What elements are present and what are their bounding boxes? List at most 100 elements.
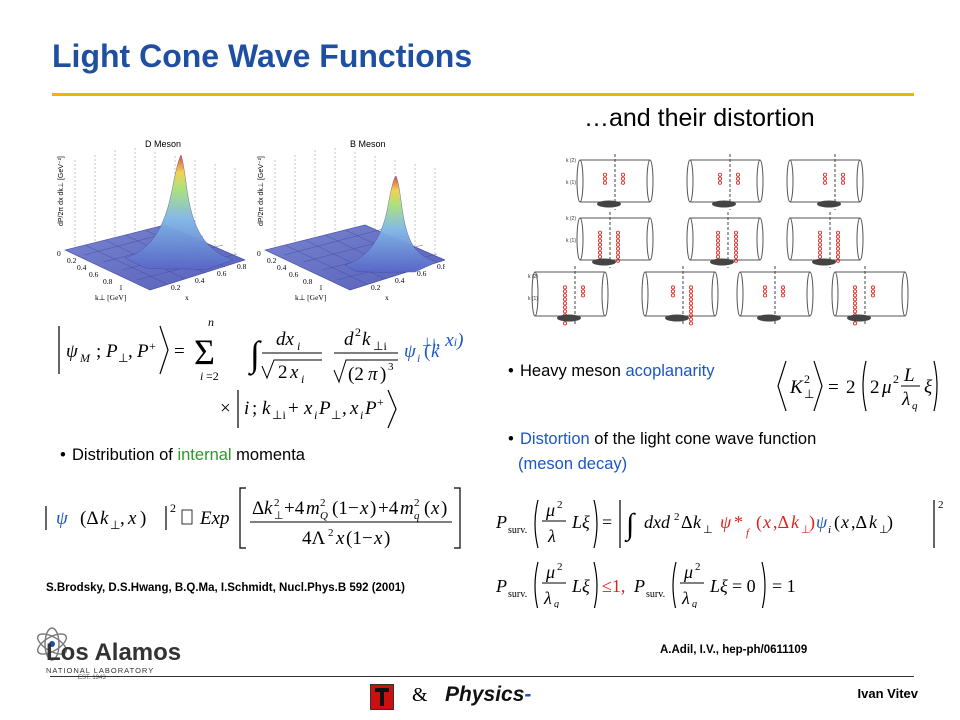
svg-text:dxd: dxd [644,512,671,532]
svg-text:surv.: surv. [508,525,527,536]
svg-text:⊥: ⊥ [118,351,128,365]
svg-text:⊥: ⊥ [801,524,811,536]
svg-text:i: i [244,398,249,419]
svg-text:(: ( [756,512,762,533]
svg-text:q: q [692,599,697,608]
svg-text:;: ; [96,341,101,362]
svg-text:2: 2 [804,372,810,386]
svg-text:d: d [344,329,354,350]
svg-text:K: K [789,377,804,398]
svg-text:): ) [441,498,447,519]
svg-text:): ) [370,498,376,519]
footer-rule [50,676,914,677]
svg-text:−: − [362,528,373,549]
d-meson-title: D Meson [145,139,181,149]
svg-text:μ: μ [545,562,555,582]
svg-text:m: m [400,498,414,519]
svg-text:k: k [262,398,271,419]
svg-text:⊥: ⊥ [110,518,120,532]
svg-text:∫: ∫ [248,334,262,376]
b-meson-plot: B Meson dP/2π dx dk⊥ [GeV⁻²] 0 0.2 0.4 0… [257,139,445,302]
svg-text:(2: (2 [348,364,364,385]
svg-text:L: L [903,365,915,386]
svg-text:x: x [335,528,345,549]
svg-text:x: x [373,528,383,549]
svg-text:−: − [348,498,359,519]
svg-text:2: 2 [328,527,334,539]
diagram-cell [576,154,654,210]
svg-text:0.2: 0.2 [267,256,277,265]
b-meson-z-label: dP/2π dx dk⊥ [GeV⁻²] [258,156,265,226]
bullet-acoplanarity: • Heavy meson acoplanarity [508,362,715,380]
svg-text:,: , [120,508,125,529]
svg-text:2: 2 [846,377,856,398]
svg-text:=: = [174,341,185,362]
wavefunction-plots: D Meson dP/2π dx dk⊥ [GeV⁻²] 0 0.2 0.4 0… [57,139,445,302]
svg-text:3: 3 [388,361,394,373]
diagram-cell [686,212,764,268]
svg-text:2: 2 [320,497,326,509]
svg-text:(1: (1 [346,528,362,549]
svg-text:0: 0 [257,249,261,258]
d-meson-z-label: dP/2π dx dk⊥ [GeV⁻²] [58,156,65,226]
diagram-cell [686,154,764,210]
svg-text:Σ: Σ [194,332,215,372]
svg-text:2: 2 [870,377,880,398]
svg-text:f: f [746,527,751,539]
svg-text:Lξ: Lξ [709,576,728,596]
svg-text:i: i [301,372,304,386]
lcwf-equation-tail: ⊥i, xi) [422,330,464,351]
svg-text:x: x [289,362,299,383]
svg-text:(: ( [424,341,430,362]
svg-text:2: 2 [557,561,563,573]
svg-text:x: x [359,498,369,519]
svg-text:k: k [869,512,878,532]
svg-text:0.2: 0.2 [371,283,381,292]
svg-text:λ: λ [543,588,552,608]
svg-text:,Δ: ,Δ [773,512,789,532]
svg-text:+4: +4 [378,498,399,519]
svg-text:k: k [362,329,371,350]
distortion-diagrams: k (2) k (1) k (2) k (1) k (2) k (1) [528,154,909,326]
diagram-row-label: k (1) [528,296,538,302]
svg-text:0.2: 0.2 [67,256,77,265]
svg-text:ψ: ψ [816,512,828,532]
diagram-cell [576,212,654,268]
svg-text:⊥: ⊥ [879,524,889,536]
svg-text:): ) [809,512,815,533]
svg-text:n: n [208,315,214,329]
svg-text:(Δ: (Δ [80,508,99,529]
bullet-distortion: • Distortion of the light cone wave funct… [508,430,817,448]
svg-text:P: P [136,341,149,362]
svg-text:0.6: 0.6 [217,269,227,278]
svg-text:2: 2 [355,325,361,339]
los-alamos-logo: Los Alamos NATIONAL LABORATORY [37,627,181,675]
svg-text:x: x [303,398,313,419]
svg-text:0.6: 0.6 [417,269,427,278]
svg-text:λ: λ [547,526,556,546]
svg-text:x: x [385,293,389,302]
svg-text:): ) [380,364,386,385]
svg-text:=: = [602,512,612,532]
svg-text:x: x [127,508,137,529]
d-meson-plot: D Meson dP/2π dx dk⊥ [GeV⁻²] 0 0.2 0.4 0… [57,139,247,302]
svg-text:2: 2 [414,497,420,509]
svg-text:0.4: 0.4 [77,263,87,272]
svg-text:P: P [495,576,507,596]
svg-text:λ: λ [901,389,910,410]
svg-text:2: 2 [274,497,280,509]
svg-text:P: P [633,576,645,596]
diagram-row-label: k (1) [566,180,576,186]
svg-text:0.4: 0.4 [277,263,287,272]
reference-brodsky: S.Brodsky, D.S.Hwang, B.Q.Ma, I.Schmidt,… [46,582,405,594]
diagram-cell [736,266,814,324]
physics-logo: Physics- [445,683,532,706]
svg-text:;: ; [252,398,257,419]
svg-text:i: i [360,408,363,422]
svg-text:0.8: 0.8 [437,262,445,271]
diagram-row-label: k (2) [566,216,576,222]
svg-text:2: 2 [893,372,899,386]
diagram-row-label: k (1) [566,238,576,244]
